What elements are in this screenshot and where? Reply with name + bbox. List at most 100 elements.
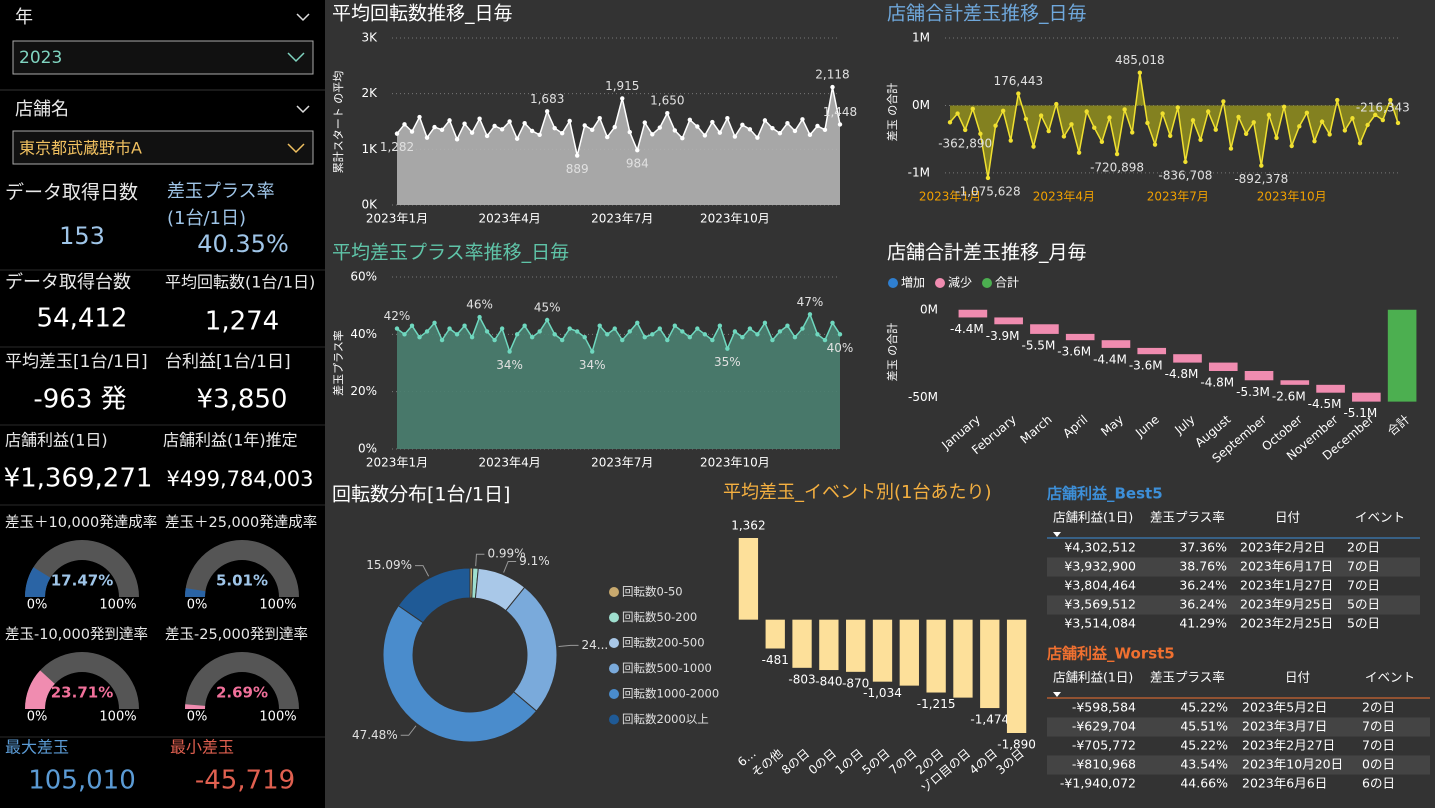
data-label: -1,474 bbox=[970, 713, 1009, 727]
x-tick-label: 2023年1月 bbox=[366, 456, 428, 470]
point bbox=[1380, 117, 1386, 123]
point bbox=[1076, 150, 1082, 155]
point bbox=[432, 124, 437, 130]
point bbox=[947, 120, 953, 125]
gauge-title: 差玉-25,000発到達率 bbox=[165, 626, 308, 643]
point bbox=[665, 337, 670, 343]
gauge-min: 0% bbox=[187, 710, 208, 725]
table-cell: 2023年2月25日 bbox=[1240, 616, 1333, 631]
point bbox=[695, 326, 700, 331]
point bbox=[978, 131, 983, 136]
bar bbox=[1208, 362, 1238, 371]
table-cell: 2の日 bbox=[1362, 700, 1395, 715]
point bbox=[507, 349, 512, 354]
data-label: -4.4M bbox=[950, 322, 984, 336]
dropdown-value[interactable]: 2023 bbox=[19, 48, 62, 68]
table-cell: 44.66% bbox=[1180, 776, 1228, 791]
extreme-value: 105,010 bbox=[28, 766, 136, 796]
point bbox=[732, 134, 738, 139]
point bbox=[747, 326, 753, 331]
kpi-label: 店舗利益(1日) bbox=[5, 431, 108, 450]
point bbox=[1031, 144, 1036, 149]
data-label: 9.1% bbox=[519, 554, 550, 568]
column-header: 店舗利益(1日) bbox=[1053, 670, 1133, 685]
point bbox=[830, 320, 835, 326]
point bbox=[1092, 125, 1097, 130]
y-tick-label: 0M bbox=[912, 98, 930, 112]
point bbox=[1038, 113, 1044, 118]
chevron[interactable] bbox=[287, 52, 305, 63]
point bbox=[537, 132, 542, 138]
chevron[interactable] bbox=[296, 13, 310, 22]
point bbox=[635, 148, 640, 153]
data-label: 15.09% bbox=[366, 558, 412, 572]
data-label: 1,650 bbox=[650, 94, 684, 108]
point bbox=[792, 128, 798, 134]
sort-icon[interactable] bbox=[1053, 532, 1061, 537]
point bbox=[424, 135, 430, 140]
dropdown-value[interactable]: 東京都武蔵野市A bbox=[19, 139, 142, 158]
point bbox=[469, 335, 475, 340]
table-cell: 45.22% bbox=[1180, 738, 1228, 753]
gauge-value bbox=[185, 704, 206, 709]
chevron[interactable] bbox=[287, 143, 305, 154]
dropdown[interactable] bbox=[12, 130, 314, 165]
y-axis-label: 差玉プラス率 bbox=[332, 330, 345, 396]
chart-title: 店舗合計差玉推移_日毎 bbox=[887, 3, 1087, 25]
point bbox=[454, 137, 460, 142]
legend-swatch bbox=[935, 278, 945, 288]
point bbox=[627, 329, 632, 334]
point bbox=[575, 329, 580, 334]
gauge-value bbox=[185, 588, 206, 597]
bar bbox=[1065, 333, 1095, 341]
gauge-max: 100% bbox=[99, 710, 136, 725]
kpi-label: 店舗利益(1年)推定 bbox=[163, 431, 298, 450]
legend-swatch bbox=[609, 689, 619, 699]
y-tick-label: -1M bbox=[908, 165, 930, 179]
bar bbox=[738, 538, 759, 620]
point bbox=[1274, 135, 1279, 141]
data-label: 1,915 bbox=[605, 79, 639, 93]
point bbox=[702, 133, 708, 138]
data-label: 46% bbox=[466, 298, 493, 312]
sort-icon[interactable] bbox=[1053, 692, 1061, 697]
point bbox=[702, 332, 708, 337]
y-axis-label: 累計スタート の平均 bbox=[331, 71, 345, 174]
point bbox=[815, 123, 820, 129]
point bbox=[642, 335, 647, 340]
point bbox=[1312, 138, 1317, 144]
data-label: -720,898 bbox=[1090, 161, 1144, 175]
gauge-title: 差玉＋10,000発達成率 bbox=[5, 514, 157, 531]
column-header: 差玉プラス率 bbox=[1150, 670, 1225, 685]
column-header: イベント bbox=[1355, 510, 1405, 525]
legend-swatch bbox=[609, 612, 619, 623]
kpi-label: 台利益[1台/1日] bbox=[165, 352, 291, 372]
point bbox=[837, 122, 843, 127]
bar bbox=[765, 619, 785, 649]
slicer-label: 年 bbox=[15, 7, 33, 28]
leader-line bbox=[475, 553, 485, 567]
leader-line bbox=[558, 644, 579, 648]
dropdown[interactable] bbox=[12, 40, 314, 75]
point bbox=[627, 129, 632, 135]
bar bbox=[1352, 392, 1381, 402]
chevron[interactable] bbox=[296, 105, 310, 114]
kpi-label: 平均差玉[1台/1日] bbox=[5, 352, 148, 372]
point bbox=[777, 130, 783, 136]
point bbox=[807, 312, 813, 317]
data-label: -5.3M bbox=[1236, 385, 1270, 399]
point bbox=[1069, 122, 1074, 127]
point bbox=[732, 329, 738, 334]
data-label: 1,683 bbox=[530, 92, 564, 106]
point bbox=[492, 337, 497, 343]
table-cell: 2023年6月6日 bbox=[1242, 776, 1327, 791]
y-tick-label: 60% bbox=[350, 270, 377, 284]
column-header: 日付 bbox=[1275, 510, 1300, 525]
table-title: 店舗利益_Worst5 bbox=[1047, 645, 1175, 663]
data-label: -2.6M bbox=[1272, 389, 1306, 403]
slice bbox=[382, 604, 538, 743]
gauge-title: 差玉＋25,000発達成率 bbox=[165, 514, 317, 531]
table-cell: -¥1,940,072 bbox=[1060, 776, 1136, 791]
data-label: -1,215 bbox=[917, 697, 956, 711]
